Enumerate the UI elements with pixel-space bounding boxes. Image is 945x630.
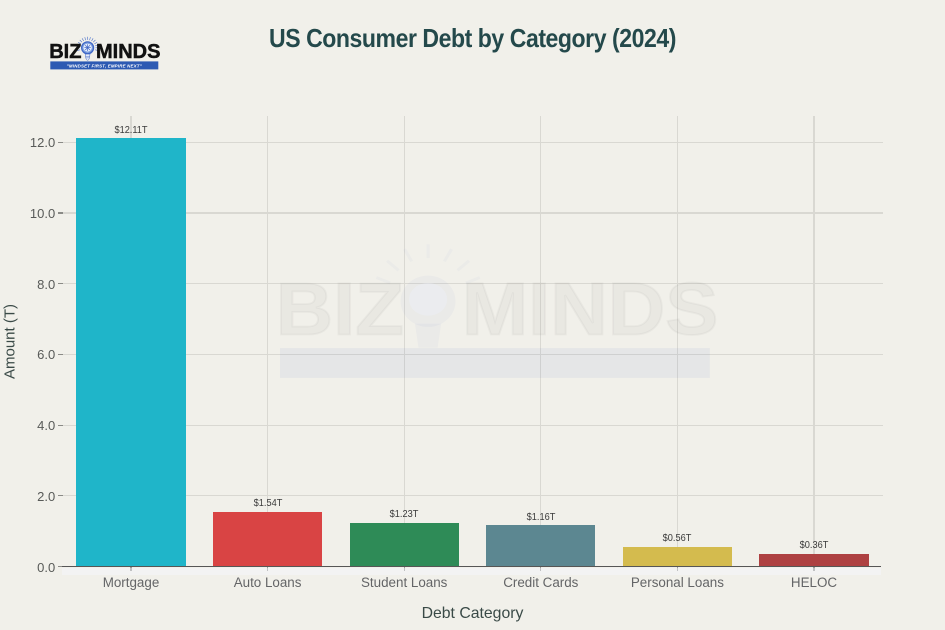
svg-text:BIZ: BIZ bbox=[276, 268, 404, 351]
svg-text:"MINDSET FIRST, EMPIRE NEXT": "MINDSET FIRST, EMPIRE NEXT" bbox=[67, 63, 143, 68]
svg-text:MINDS: MINDS bbox=[462, 268, 718, 351]
svg-text:MINDS: MINDS bbox=[96, 41, 160, 63]
svg-text:BIZ: BIZ bbox=[49, 41, 81, 63]
